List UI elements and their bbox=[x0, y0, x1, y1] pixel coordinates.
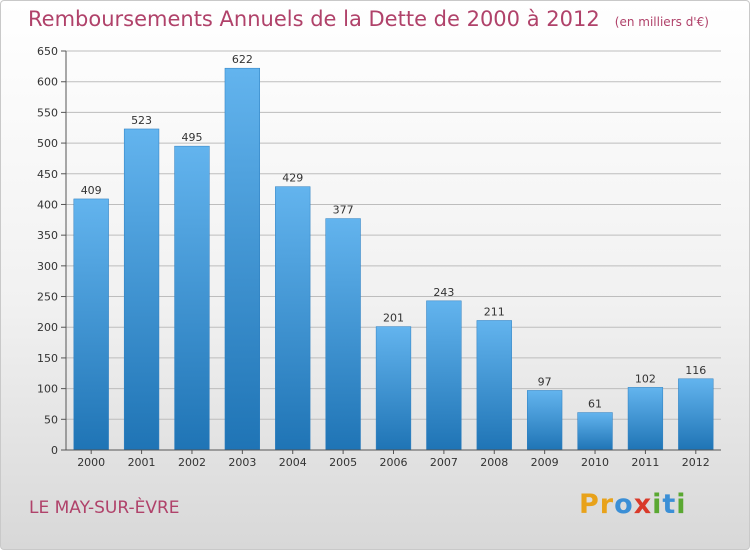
value-label: 377 bbox=[333, 204, 354, 217]
bar-2006 bbox=[375, 326, 412, 451]
value-label: 61 bbox=[588, 398, 602, 411]
value-label: 201 bbox=[383, 312, 404, 325]
value-label: 211 bbox=[484, 305, 505, 318]
bar-2001 bbox=[123, 128, 160, 451]
x-tick-label: 2012 bbox=[682, 456, 710, 469]
bar-2002 bbox=[174, 145, 210, 451]
value-label: 495 bbox=[181, 131, 202, 144]
chart-unit: (en milliers d'€) bbox=[614, 15, 709, 29]
x-tick-label: 2009 bbox=[531, 456, 559, 469]
y-tick-label: 350 bbox=[37, 229, 58, 242]
y-tick-label: 450 bbox=[37, 168, 58, 181]
bar-2012 bbox=[678, 378, 714, 451]
brand-logo: Proxiti bbox=[579, 489, 687, 520]
x-tick-label: 2010 bbox=[581, 456, 609, 469]
value-label: 97 bbox=[538, 375, 552, 388]
brand-letter: o bbox=[614, 489, 634, 520]
x-tick-label: 2001 bbox=[128, 456, 156, 469]
x-tick-label: 2005 bbox=[329, 456, 357, 469]
x-tick-label: 2000 bbox=[77, 456, 105, 469]
x-tick-label: 2003 bbox=[228, 456, 256, 469]
y-tick-label: 500 bbox=[37, 137, 58, 150]
x-tick-label: 2006 bbox=[380, 456, 408, 469]
x-tick-label: 2007 bbox=[430, 456, 458, 469]
value-label: 116 bbox=[685, 364, 706, 377]
labels: 0 50 100 150 200 250 300 350 400 450 500 550 600 650 4… bbox=[37, 45, 710, 469]
y-tick-label: 400 bbox=[37, 198, 58, 211]
y-tick-label: 250 bbox=[37, 291, 58, 304]
value-label: 243 bbox=[433, 286, 454, 299]
bar-2010 bbox=[577, 412, 613, 451]
value-label: 523 bbox=[131, 114, 152, 127]
bar-2005 bbox=[325, 218, 361, 451]
y-tick-label: 50 bbox=[44, 413, 58, 426]
brand-letter: t bbox=[662, 489, 677, 520]
bar-2011 bbox=[627, 387, 664, 451]
bar-2007 bbox=[426, 300, 462, 451]
y-tick-label: 550 bbox=[37, 106, 58, 119]
x-tick-label: 2002 bbox=[178, 456, 206, 469]
x-tick-label: 2011 bbox=[631, 456, 659, 469]
y-tick-label: 650 bbox=[37, 45, 58, 58]
bar-2000 bbox=[73, 198, 109, 451]
axes bbox=[61, 50, 721, 454]
y-tick-label: 200 bbox=[37, 321, 58, 334]
brand-letter: x bbox=[633, 489, 653, 520]
chart-title: Remboursements Annuels de la Dette de 20… bbox=[28, 7, 600, 31]
bar-2004 bbox=[275, 186, 311, 451]
value-label: 622 bbox=[232, 53, 253, 66]
brand-letter: i bbox=[676, 489, 687, 520]
commune-name: LE MAY-SUR-ÈVRE bbox=[29, 498, 180, 518]
brand-letter: P bbox=[579, 489, 600, 520]
value-label: 102 bbox=[635, 372, 656, 385]
value-label: 429 bbox=[282, 172, 303, 185]
y-tick-label: 300 bbox=[37, 260, 58, 273]
value-label: 409 bbox=[81, 184, 102, 197]
bars bbox=[73, 67, 714, 451]
bar-2009 bbox=[527, 390, 563, 451]
brand-letter: i bbox=[652, 489, 663, 520]
x-tick-label: 2004 bbox=[279, 456, 307, 469]
title-row: Remboursements Annuels de la Dette de 20… bbox=[28, 7, 709, 31]
bar-2003 bbox=[224, 67, 260, 451]
y-tick-label: 150 bbox=[37, 352, 58, 365]
y-tick-label: 600 bbox=[37, 76, 58, 89]
y-tick-label: 0 bbox=[51, 444, 58, 457]
x-tick-label: 2008 bbox=[480, 456, 508, 469]
bar-2008 bbox=[476, 320, 512, 451]
brand-letter: r bbox=[599, 489, 615, 520]
y-tick-label: 100 bbox=[37, 383, 58, 396]
